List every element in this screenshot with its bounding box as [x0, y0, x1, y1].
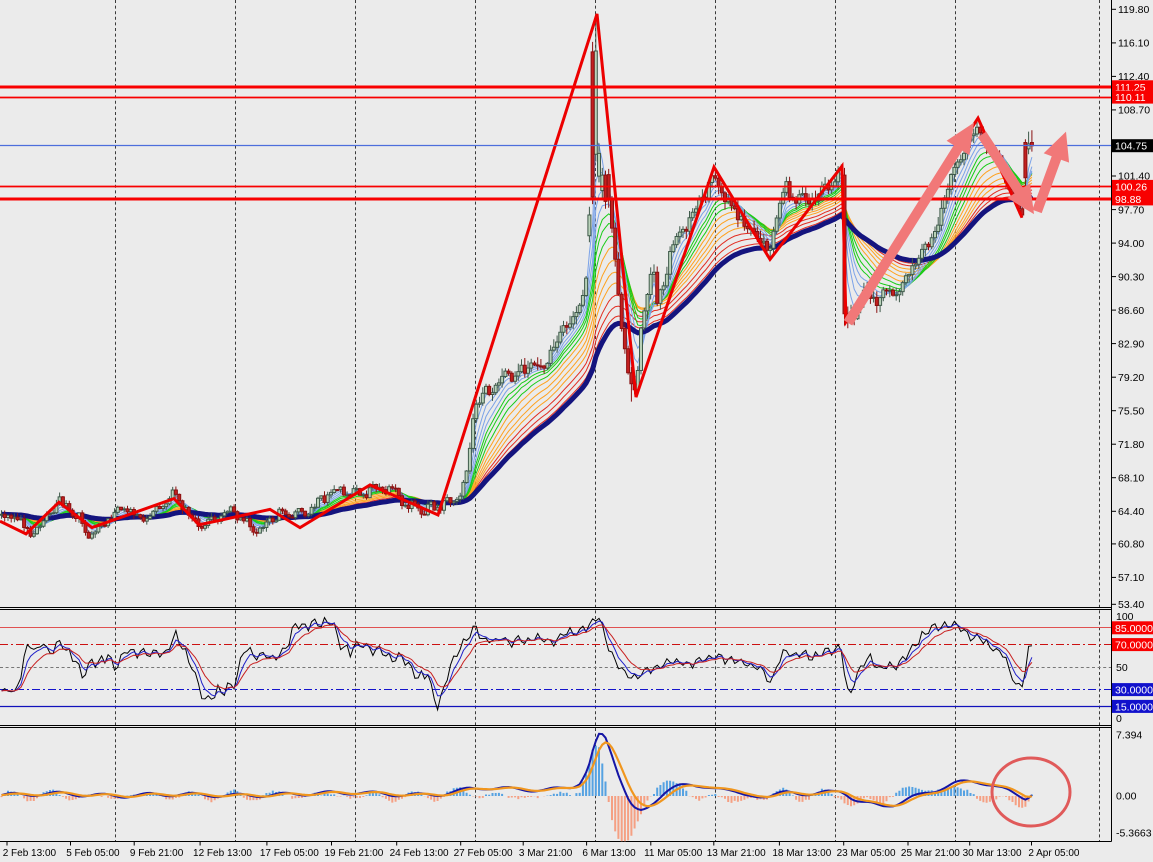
svg-text:112.40: 112.40: [1118, 71, 1149, 83]
svg-text:86.60: 86.60: [1118, 305, 1144, 317]
svg-text:12 Feb 13:00: 12 Feb 13:00: [193, 848, 252, 859]
svg-text:64.40: 64.40: [1118, 506, 1144, 518]
svg-text:30.0000: 30.0000: [1115, 685, 1153, 697]
svg-text:5 Feb 05:00: 5 Feb 05:00: [66, 848, 120, 859]
svg-text:100: 100: [1116, 611, 1134, 623]
svg-text:6 Mar 13:00: 6 Mar 13:00: [582, 848, 636, 859]
svg-text:15.0000: 15.0000: [1115, 701, 1153, 713]
svg-text:50: 50: [1116, 662, 1128, 674]
svg-text:82.90: 82.90: [1118, 338, 1144, 350]
svg-text:79.20: 79.20: [1118, 372, 1144, 384]
svg-text:98.88: 98.88: [1115, 194, 1141, 206]
svg-text:0: 0: [1116, 713, 1122, 725]
svg-text:11 Mar 05:00: 11 Mar 05:00: [644, 848, 703, 859]
svg-text:-5.3663: -5.3663: [1116, 828, 1152, 840]
svg-text:104.75: 104.75: [1115, 141, 1147, 153]
svg-text:97.70: 97.70: [1118, 204, 1144, 216]
svg-text:116.10: 116.10: [1118, 38, 1149, 50]
svg-text:7.394: 7.394: [1116, 729, 1142, 741]
svg-text:90.30: 90.30: [1118, 271, 1144, 283]
svg-text:17 Feb 05:00: 17 Feb 05:00: [260, 848, 319, 859]
svg-text:70.0000: 70.0000: [1115, 640, 1153, 652]
svg-text:2 Apr 05:00: 2 Apr 05:00: [1028, 848, 1080, 859]
svg-text:85.0000: 85.0000: [1115, 623, 1153, 635]
svg-text:0.00: 0.00: [1116, 791, 1137, 803]
svg-text:25 Mar 21:00: 25 Mar 21:00: [901, 848, 960, 859]
svg-text:3 Mar 21:00: 3 Mar 21:00: [519, 848, 573, 859]
svg-text:30 Mar 13:00: 30 Mar 13:00: [963, 848, 1022, 859]
svg-text:13 Mar 21:00: 13 Mar 21:00: [707, 848, 766, 859]
svg-text:24 Feb 13:00: 24 Feb 13:00: [390, 848, 449, 859]
svg-text:71.80: 71.80: [1118, 439, 1144, 451]
svg-text:18 Mar 13:00: 18 Mar 13:00: [772, 848, 831, 859]
svg-text:110.11: 110.11: [1115, 92, 1146, 104]
svg-text:101.40: 101.40: [1118, 171, 1150, 183]
svg-text:94.00: 94.00: [1118, 238, 1144, 250]
svg-text:53.40: 53.40: [1118, 599, 1144, 611]
svg-text:2 Feb 13:00: 2 Feb 13:00: [3, 848, 57, 859]
svg-text:57.10: 57.10: [1118, 572, 1144, 584]
svg-text:100.26: 100.26: [1115, 181, 1147, 193]
svg-text:75.50: 75.50: [1118, 405, 1144, 417]
svg-text:60.80: 60.80: [1118, 539, 1144, 551]
svg-text:9 Feb 21:00: 9 Feb 21:00: [130, 848, 184, 859]
svg-text:23 Mar 05:00: 23 Mar 05:00: [837, 848, 896, 859]
svg-text:19 Feb 21:00: 19 Feb 21:00: [324, 848, 383, 859]
svg-text:108.70: 108.70: [1118, 105, 1150, 117]
svg-text:68.10: 68.10: [1118, 472, 1144, 484]
svg-text:119.80: 119.80: [1118, 4, 1149, 16]
svg-text:27 Feb 05:00: 27 Feb 05:00: [454, 848, 513, 859]
